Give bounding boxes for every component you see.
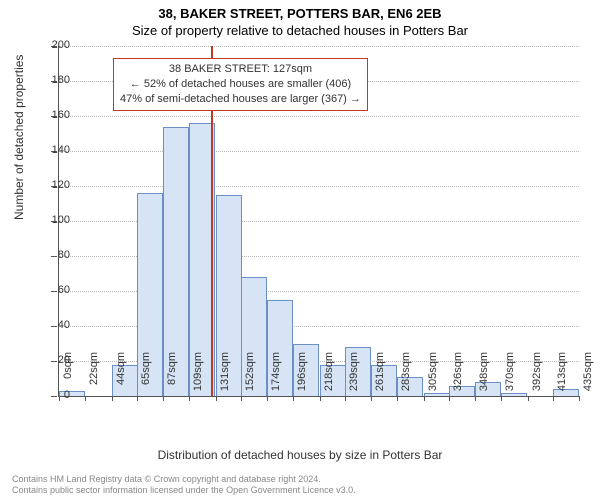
x-tick [216, 396, 217, 401]
x-tick-label: 413sqm [556, 352, 568, 398]
x-axis-label: Distribution of detached houses by size … [0, 448, 600, 462]
y-tick-label: 80 [40, 249, 70, 261]
x-tick-label: 65sqm [140, 352, 152, 398]
chart-container: 38, BAKER STREET, POTTERS BAR, EN6 2EB S… [0, 0, 600, 500]
annotation-box: 38 BAKER STREET: 127sqm← 52% of detached… [113, 58, 368, 111]
x-tick [397, 396, 398, 401]
x-tick [345, 396, 346, 401]
y-tick-label: 60 [40, 284, 70, 296]
x-tick-label: 44sqm [115, 352, 127, 398]
x-tick [475, 396, 476, 401]
y-tick-label: 120 [40, 179, 70, 191]
y-tick-label: 0 [40, 389, 70, 401]
x-tick [293, 396, 294, 401]
x-tick-label: 239sqm [348, 352, 360, 398]
annotation-line2: ← 52% of detached houses are smaller (40… [120, 77, 361, 92]
footer-line2: Contains public sector information licen… [12, 485, 356, 496]
x-tick [449, 396, 450, 401]
x-tick [241, 396, 242, 401]
footer-attribution: Contains HM Land Registry data © Crown c… [12, 474, 356, 496]
x-tick-label: 152sqm [244, 352, 256, 398]
footer-line1: Contains HM Land Registry data © Crown c… [12, 474, 356, 485]
x-tick-label: 131sqm [219, 352, 231, 398]
y-tick-label: 20 [40, 354, 70, 366]
x-tick [267, 396, 268, 401]
y-tick-label: 100 [40, 214, 70, 226]
x-tick [371, 396, 372, 401]
y-tick-label: 200 [40, 39, 70, 51]
x-tick-label: 174sqm [270, 352, 282, 398]
x-tick-label: 22sqm [88, 352, 100, 398]
y-tick-label: 140 [40, 144, 70, 156]
x-tick-label: 109sqm [192, 352, 204, 398]
x-tick [579, 396, 580, 401]
y-axis-label: Number of detached properties [12, 55, 26, 220]
x-tick [189, 396, 190, 401]
y-tick-label: 160 [40, 109, 70, 121]
x-tick-label: 261sqm [374, 352, 386, 398]
x-tick [320, 396, 321, 401]
x-tick-label: 326sqm [452, 352, 464, 398]
x-tick-label: 196sqm [296, 352, 308, 398]
x-tick [528, 396, 529, 401]
x-tick-label: 283sqm [400, 352, 412, 398]
x-tick-label: 87sqm [166, 352, 178, 398]
annotation-line1: 38 BAKER STREET: 127sqm [120, 62, 361, 77]
y-tick-label: 180 [40, 74, 70, 86]
x-tick-label: 305sqm [427, 352, 439, 398]
plot-area: 0sqm22sqm44sqm65sqm87sqm109sqm131sqm152s… [58, 46, 579, 397]
x-tick [424, 396, 425, 401]
annotation-line3: 47% of semi-detached houses are larger (… [120, 92, 361, 107]
x-tick-label: 218sqm [323, 352, 335, 398]
x-tick-label: 435sqm [582, 352, 594, 398]
chart-title-line1: 38, BAKER STREET, POTTERS BAR, EN6 2EB [0, 0, 600, 21]
gridline [59, 186, 579, 187]
y-tick-label: 40 [40, 319, 70, 331]
gridline [59, 151, 579, 152]
x-tick [112, 396, 113, 401]
x-tick [553, 396, 554, 401]
chart-title-line2: Size of property relative to detached ho… [0, 21, 600, 38]
gridline [59, 116, 579, 117]
x-tick [163, 396, 164, 401]
x-tick-label: 348sqm [478, 352, 490, 398]
x-tick [501, 396, 502, 401]
x-tick [85, 396, 86, 401]
gridline [59, 46, 579, 47]
x-tick-label: 370sqm [504, 352, 516, 398]
x-tick [137, 396, 138, 401]
x-tick-label: 392sqm [531, 352, 543, 398]
